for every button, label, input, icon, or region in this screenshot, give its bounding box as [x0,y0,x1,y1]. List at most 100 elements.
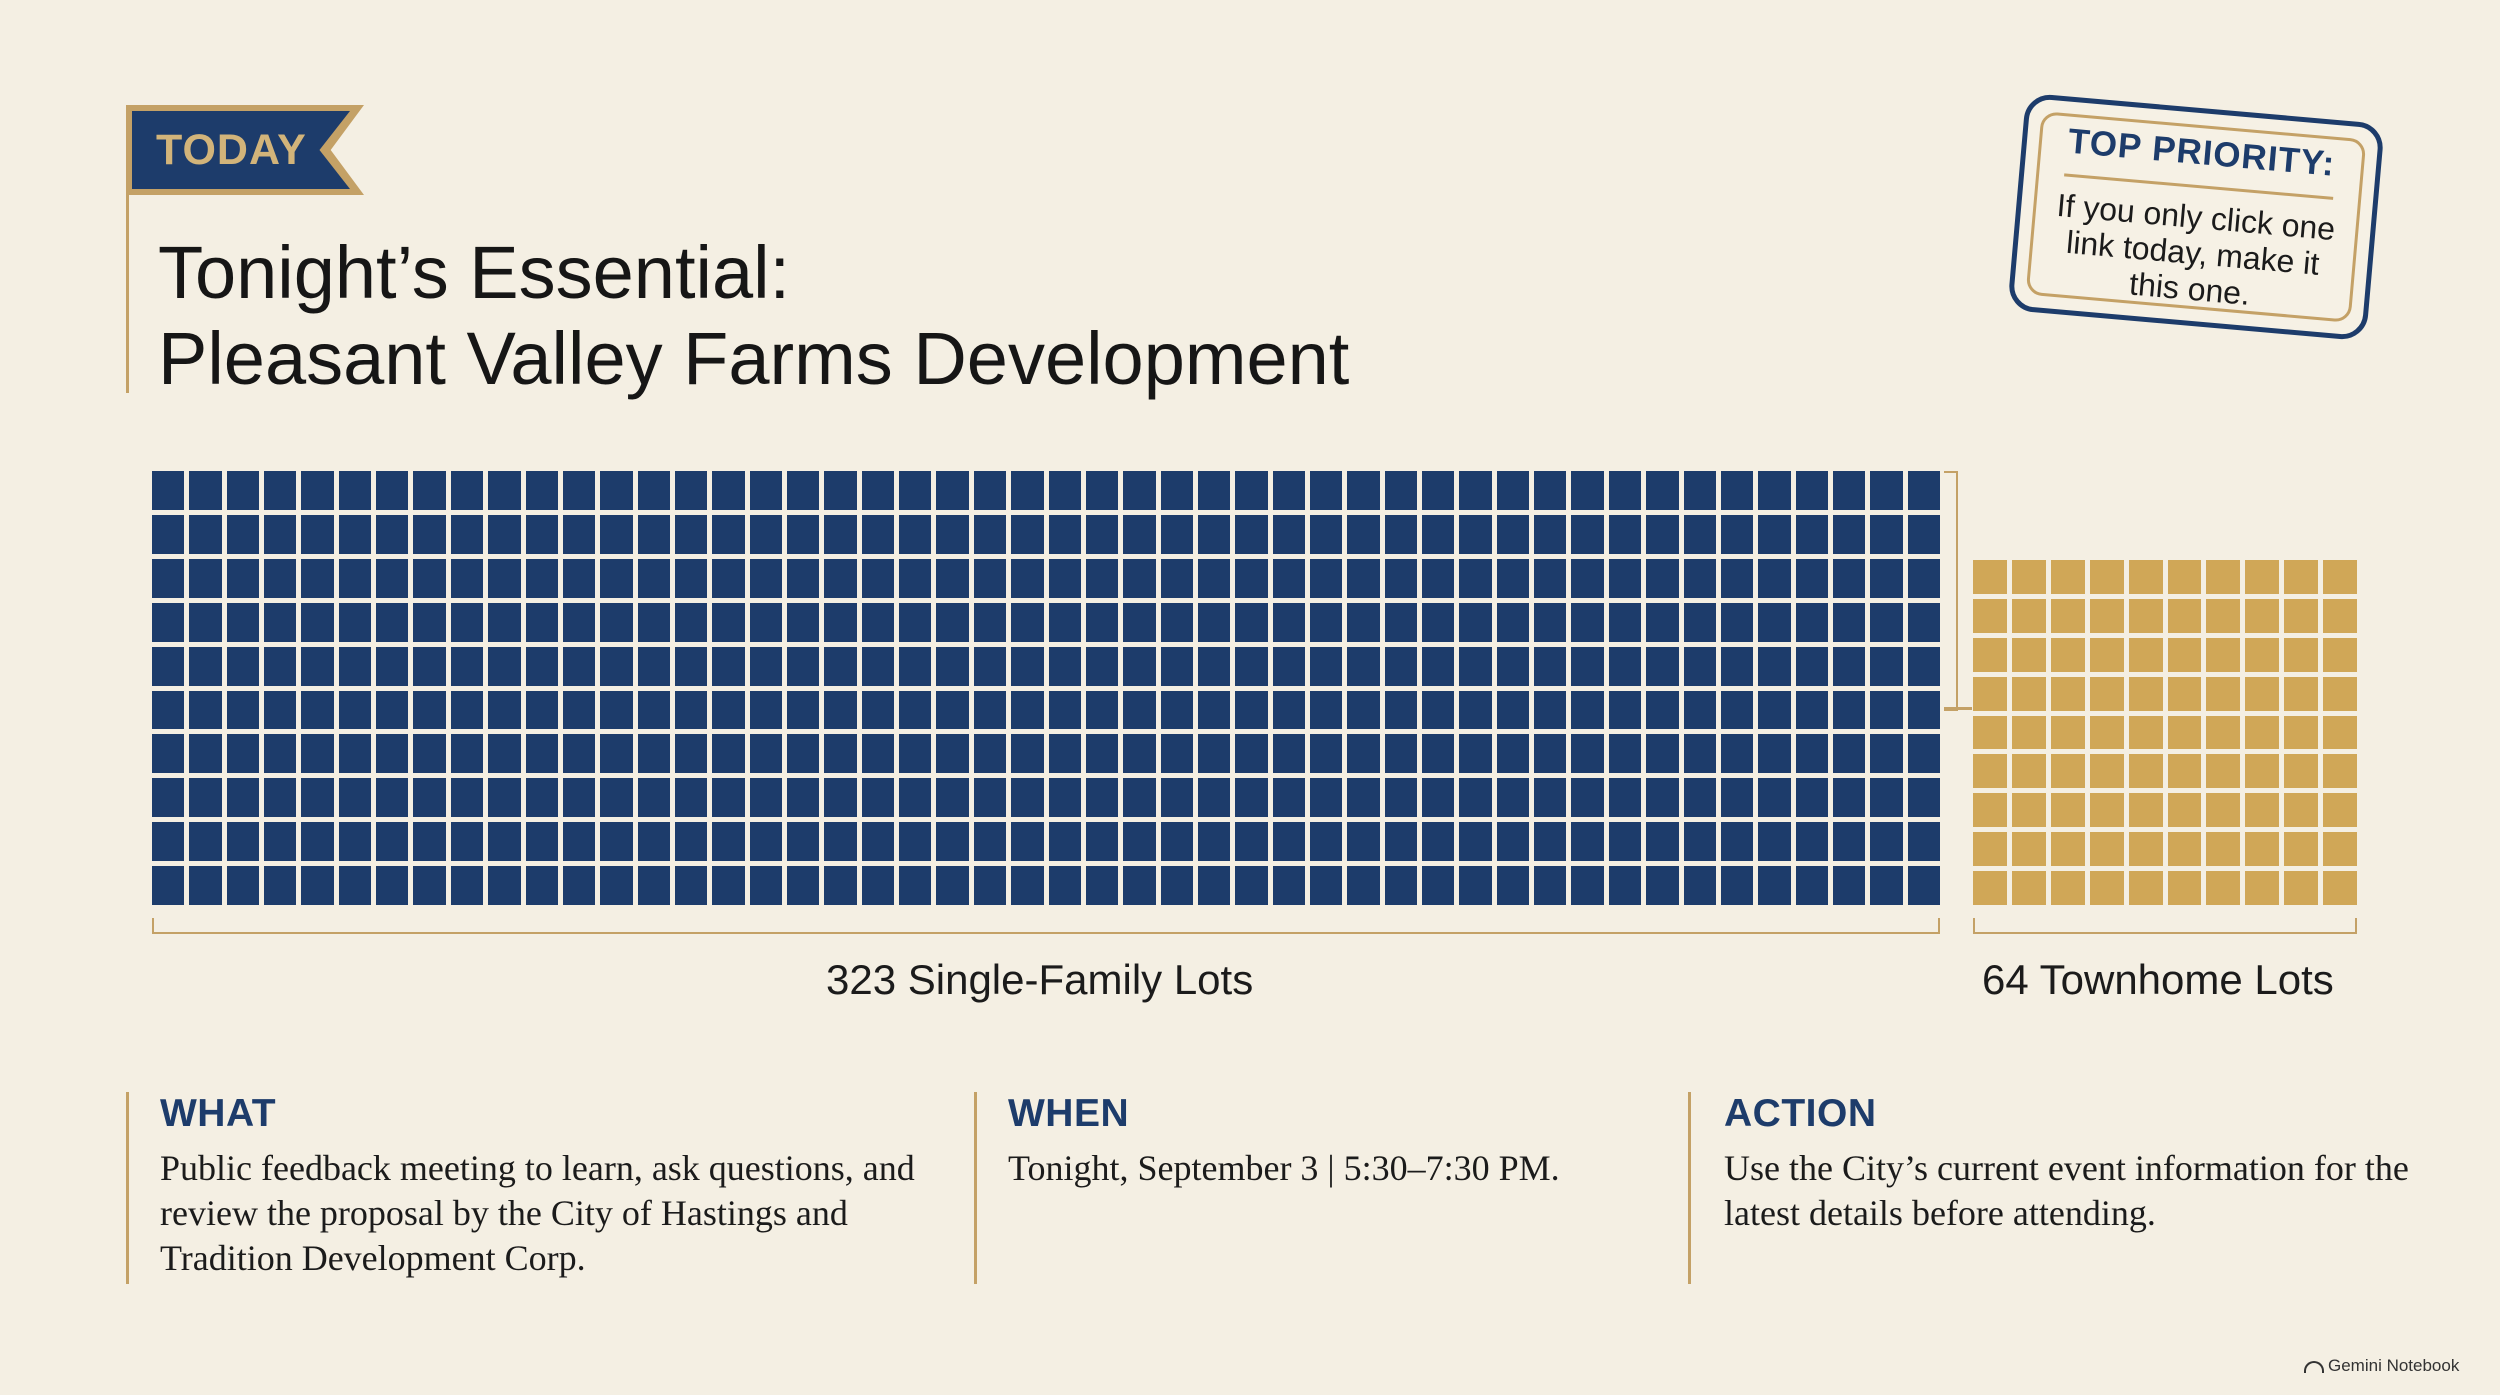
single-family-lot-cell [338,734,372,774]
single-family-lot-cell [899,646,932,686]
townhome-lot-cell [2323,715,2357,750]
single-family-lot-cell [1459,866,1492,905]
single-family-lot-cell [264,514,297,554]
single-family-lot-cell [413,778,446,818]
single-family-lot-cell [338,602,372,642]
townhome-lot-cell [2089,560,2124,594]
townhome-lot-cell [2089,832,2124,867]
single-family-lot-cell [1907,646,1940,686]
single-family-lot-cell [1011,558,1044,598]
townhome-lot-cell [2206,754,2241,789]
single-family-lot-cell [152,866,185,905]
single-family-lot-cell [1646,602,1679,642]
single-family-lot-cell [1496,690,1530,730]
single-family-lot-cell [1608,471,1642,510]
townhome-lot-cell [2089,715,2124,750]
single-family-lot-cell [1496,866,1530,905]
townhome-lot-cell [2128,560,2163,594]
single-family-lot-cell [264,734,297,774]
single-family-lot-cell [413,866,446,905]
single-family-lot-cell [637,646,670,686]
single-family-lot-cell [1534,646,1567,686]
single-family-lot-cell [338,822,372,862]
single-family-lot-cell [450,471,484,510]
single-family-lot-cell [1646,822,1679,862]
single-family-lot-cell [1011,734,1044,774]
single-family-lot-cell [562,822,596,862]
single-family-lot-cell [376,514,409,554]
single-family-lot-cell [1907,690,1940,730]
single-family-lot-cell [1422,514,1455,554]
single-family-lot-cell [1048,558,1081,598]
single-family-lot-cell [1422,690,1455,730]
townhome-lot-cell [2050,832,2085,867]
single-family-lot-cell [1795,778,1828,818]
single-family-lot-cell [637,602,670,642]
single-family-lot-cell [1272,690,1305,730]
single-family-lot-cell [899,734,932,774]
townhome-lot-cell [2011,637,2046,672]
single-family-lot-cell [525,514,558,554]
single-family-lot-cell [264,690,297,730]
townhome-lot-cell [2128,598,2163,633]
townhome-lot-cell [2206,560,2241,594]
single-family-lot-cell [1758,646,1791,686]
single-family-lot-cell [600,602,633,642]
what-body: Public feedback meeting to learn, ask qu… [160,1148,915,1278]
single-family-lot-cell [1571,646,1604,686]
townhome-lot-cell [2245,637,2280,672]
single-family-lot-cell [525,646,558,686]
single-family-lot-cell [1832,822,1866,862]
single-family-lot-cell [1123,602,1156,642]
single-family-lot-cell [861,690,895,730]
single-family-lot-cell [1197,602,1231,642]
townhome-lot-cell [2167,637,2202,672]
single-family-lot-cell [301,602,334,642]
townhome-lot-cell [2323,754,2357,789]
single-family-lot-cell [1720,558,1754,598]
single-family-lot-cell [488,866,521,905]
single-family-lot-cell [861,602,895,642]
single-family-lot-cell [264,602,297,642]
single-family-lot-cell [1459,822,1492,862]
single-family-lot-cell [1720,471,1754,510]
single-family-lot-cell [674,734,708,774]
townhome-lot-cell [1973,637,2007,672]
townhome-lot-cell [2206,793,2241,828]
single-family-lot-cell [1646,690,1679,730]
single-family-lot-cell [936,734,969,774]
townhome-lot-cell [2167,871,2202,905]
single-family-lot-cell [712,778,745,818]
single-family-lot-cell [674,471,708,510]
townhome-lot-cell [2011,754,2046,789]
single-family-lot-cell [1907,822,1940,862]
single-family-lot-cell [1272,822,1305,862]
single-family-lot-cell [1123,866,1156,905]
townhome-lot-cell [2089,871,2124,905]
townhome-lot-cell [2206,715,2241,750]
townhome-waffle [1973,560,2357,905]
single-family-lot-cell [488,734,521,774]
single-family-lot-cell [1646,778,1679,818]
single-family-lot-cell [824,602,857,642]
notebook-icon [2304,1360,2324,1373]
single-family-lot-cell [1235,471,1268,510]
single-family-lot-cell [1496,602,1530,642]
single-family-lot-cell [1758,866,1791,905]
action-divider [1688,1092,1691,1284]
townhome-lot-cell [2206,676,2241,711]
single-family-lot-cell [787,822,820,862]
single-family-lot-cell [749,471,783,510]
single-family-lot-cell [1683,866,1716,905]
single-family-lot-cell [1459,690,1492,730]
townhome-lot-cell [2089,637,2124,672]
single-family-lot-cell [600,822,633,862]
single-family-lot-cell [1085,690,1119,730]
single-family-lot-cell [376,558,409,598]
single-family-lot-cell [1870,558,1903,598]
townhome-label: 64 Townhome Lots [1982,956,2334,1003]
single-family-lot-cell [1384,690,1418,730]
single-family-lot-cell [600,514,633,554]
single-family-lot-cell [1422,734,1455,774]
townhome-lot-cell [1973,871,2007,905]
